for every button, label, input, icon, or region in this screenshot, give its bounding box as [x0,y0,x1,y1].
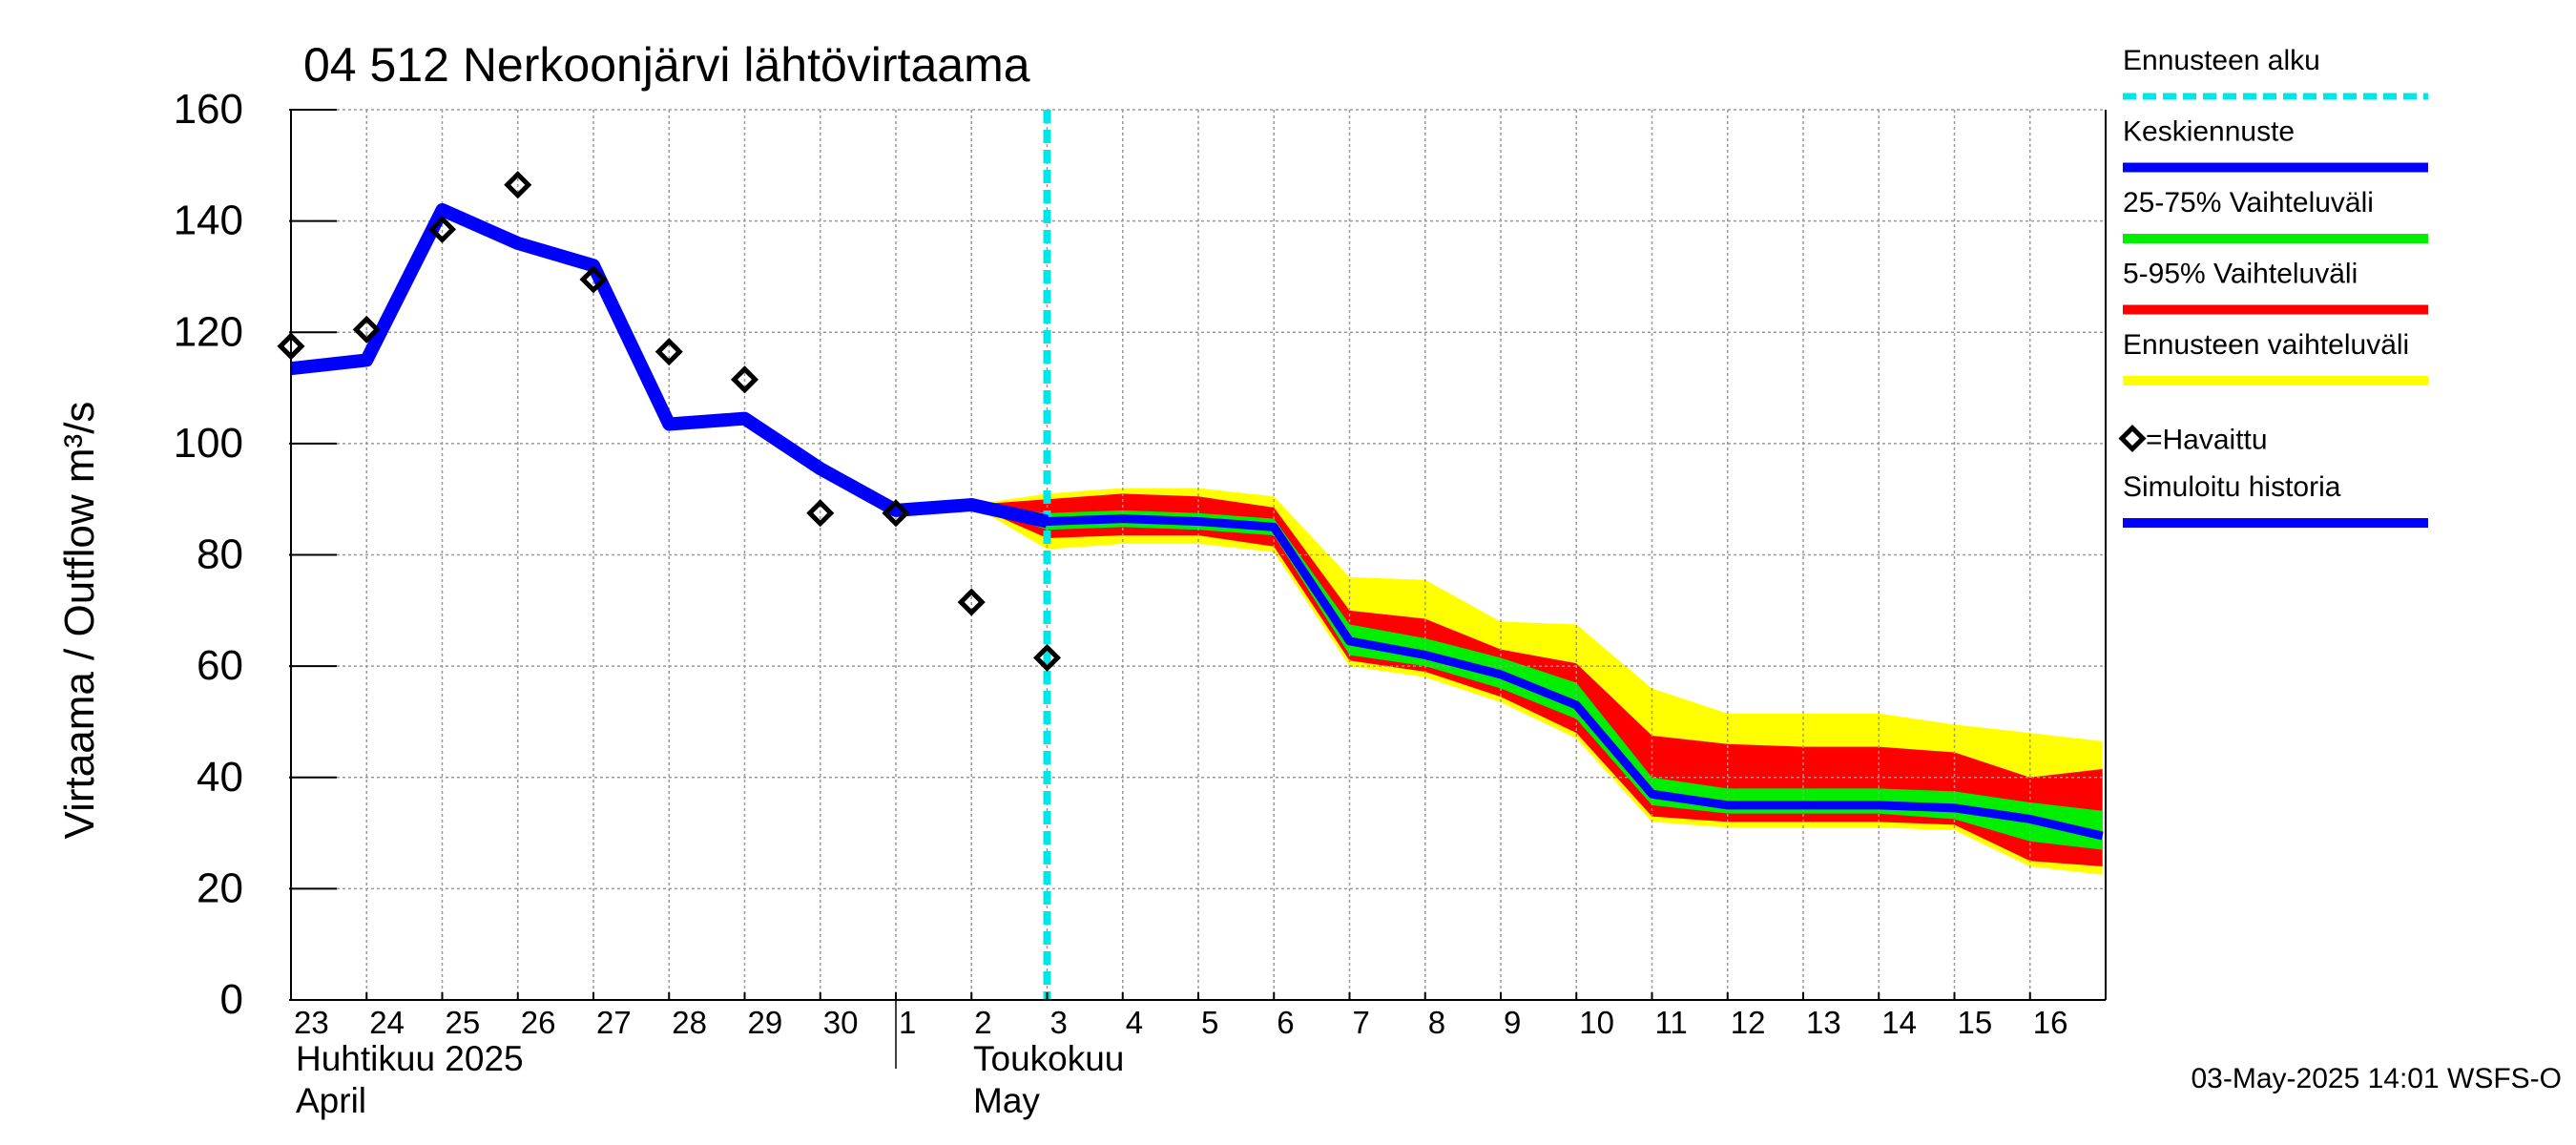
observed-point [730,365,759,394]
observed-point [427,215,457,243]
y-tick-label: 120 [174,308,243,355]
series-lines [290,202,2104,841]
x-tick-label: 30 [823,1005,859,1040]
observed-point [882,499,910,528]
y-tick-label: 60 [197,642,243,689]
month-label: Huhtikuu 2025 [296,1039,524,1078]
x-tick-label: 28 [672,1005,707,1040]
observed-point [504,171,532,199]
x-tick-label: 2 [974,1005,991,1040]
observed-point [1032,643,1062,672]
x-tick-label: 6 [1277,1005,1294,1040]
observed-point [957,588,986,616]
legend-label: 5-95% Vaihteluväli [2123,259,2358,290]
y-tick-label: 40 [197,754,243,801]
grid [291,109,2106,1000]
observed-point [579,265,608,294]
x-tick-label: 26 [521,1005,556,1040]
legend-swatch [2118,424,2147,453]
legend-label: Simuloitu historia [2123,471,2341,503]
y-tick-label: 80 [197,531,243,578]
observed-point [352,315,381,344]
y-tick-label: 160 [174,86,243,133]
x-tick-label: 11 [1655,1005,1688,1040]
x-tick-label: 4 [1126,1005,1143,1040]
x-tick-label: 1 [899,1005,916,1040]
x-tick-label: 27 [596,1005,632,1040]
month-label-en: May [973,1081,1040,1120]
x-tick-label: 25 [446,1005,481,1040]
x-tick-label: 3 [1050,1005,1068,1040]
x-tick-label: 7 [1353,1005,1370,1040]
forecast-bands [971,488,2103,875]
y-axis-label: Virtaama / Outflow m³/s [56,402,103,840]
y-tick-label: 0 [220,976,243,1023]
month-label-en: April [296,1081,366,1120]
legend-label: Keskiennuste [2123,116,2295,148]
y-tick-label: 100 [174,420,243,467]
legend: Ennusteen alku Keskiennuste 25-75% Vaihtel… [2118,45,2428,528]
legend-label: 25-75% Vaihteluväli [2123,187,2374,219]
legend-label: Ennusteen vaihteluväli [2123,329,2409,361]
x-tick-label: 15 [1958,1005,1993,1040]
observed-point [654,338,683,366]
y-tick-label: 20 [197,864,243,911]
x-tick-label: 23 [294,1005,329,1040]
x-tick-label: 12 [1731,1005,1766,1040]
timestamp-footer: 03-May-2025 14:01 WSFS-O [2192,1063,2563,1094]
chart-title: 04 512 Nerkoonjärvi lähtövirtaama [303,38,1030,92]
x-tick-label: 13 [1806,1005,1841,1040]
band-25-75 [971,505,2103,850]
x-tick-label: 8 [1428,1005,1445,1040]
y-tick-label: 140 [174,198,243,244]
legend-label: Ennusteen alku [2123,45,2320,76]
simulated-history-line [290,202,1049,529]
observed-point [806,499,835,528]
x-tick-label: 29 [748,1005,783,1040]
x-tick-label: 5 [1201,1005,1218,1040]
x-tick-label: 9 [1504,1005,1521,1040]
x-tick-label: 10 [1579,1005,1614,1040]
month-label: Toukokuu [973,1039,1124,1078]
legend-label: =Havaittu [2146,425,2268,456]
x-tick-label: 24 [369,1005,405,1040]
median-forecast-line [970,500,2104,841]
x-tick-label: 14 [1881,1005,1917,1040]
x-tick-label: 16 [2033,1005,2068,1040]
